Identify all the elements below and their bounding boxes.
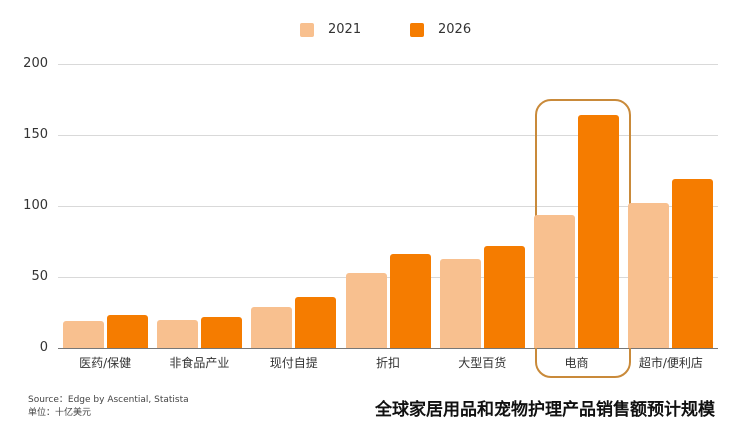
- bar-2026: [672, 179, 714, 348]
- bar-2021: [251, 306, 293, 348]
- legend-label: 2026: [438, 22, 472, 37]
- bar-2021: [345, 272, 387, 348]
- x-axis-line: [58, 348, 718, 349]
- gridline-50: [58, 277, 718, 278]
- x-tick-label: 非食品产业: [169, 356, 230, 370]
- legend-item-2026: 2026: [410, 22, 471, 37]
- gridline-200: [58, 64, 718, 65]
- x-tick-label: 折扣: [375, 356, 400, 370]
- bar-2021: [439, 258, 481, 348]
- bar-2021: [628, 203, 670, 348]
- x-tick-label: 超市/便利店: [638, 356, 703, 370]
- bar-2021: [62, 321, 104, 348]
- bar-2026: [106, 315, 148, 348]
- y-tick-label: 100: [23, 198, 48, 213]
- bar-2021: [534, 214, 576, 348]
- bar-2026: [389, 254, 431, 348]
- chart-legend: 2021 2026: [0, 22, 739, 44]
- legend-item-2021: 2021: [300, 22, 361, 37]
- x-tick-label: 电商: [564, 356, 589, 370]
- legend-swatch-2026: [410, 22, 424, 37]
- gridline-150: [58, 135, 718, 136]
- chart-title: 全球家居用品和宠物护理产品销售额预计规模: [375, 400, 715, 420]
- x-tick-label: 现付自提: [269, 356, 318, 370]
- x-tick-label: 医药/保健: [79, 356, 132, 370]
- gridline-100: [58, 206, 718, 207]
- y-tick-label: 150: [23, 127, 48, 142]
- y-tick-label: 200: [23, 56, 48, 71]
- unit-text: 单位：十亿美元: [28, 408, 92, 418]
- legend-label: 2021: [328, 22, 362, 37]
- y-tick-label: 0: [39, 340, 48, 355]
- bar-2026: [483, 245, 525, 348]
- bar-2026: [295, 296, 337, 348]
- bar-2026: [578, 115, 620, 348]
- x-tick-label: 大型百货: [458, 356, 507, 370]
- source-text: Source：Edge by Ascential, Statista: [28, 395, 189, 405]
- legend-swatch-2021: [300, 22, 314, 37]
- bar-2021: [156, 319, 198, 348]
- source-note: Source：Edge by Ascential, Statista 单位：十亿…: [28, 394, 189, 420]
- bar-2026: [200, 316, 242, 348]
- plot-area: 200 150 100 50 0 医药/保健 非食品产业 现付自提 折扣 大型百货 电商 超…: [23, 56, 718, 378]
- y-tick-label: 50: [31, 269, 48, 284]
